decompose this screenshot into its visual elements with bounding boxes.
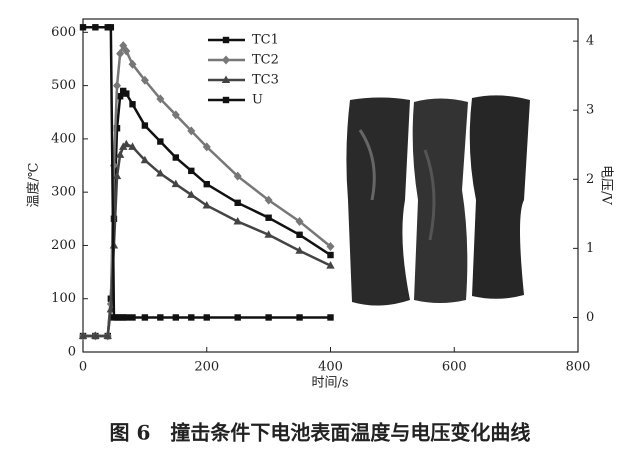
- data-point: [295, 216, 304, 226]
- y2-tick-label: 3: [586, 103, 594, 118]
- y-tick-label: 300: [51, 185, 76, 200]
- data-point: [107, 24, 115, 31]
- data-point: [187, 126, 196, 136]
- data-point: [172, 314, 180, 321]
- x-tick-label: 400: [318, 360, 343, 375]
- data-point: [327, 314, 334, 321]
- data-point: [326, 242, 335, 252]
- series-line: [83, 26, 331, 319]
- data-point: [202, 200, 211, 209]
- data-point: [265, 214, 272, 221]
- y-tick-label: 0: [68, 345, 76, 360]
- y-tick-label: 100: [51, 291, 76, 306]
- data-point: [157, 138, 164, 145]
- data-point: [327, 251, 334, 259]
- data-point: [122, 139, 131, 148]
- data-point: [128, 142, 137, 150]
- legend-label: U: [252, 93, 263, 108]
- data-point: [264, 230, 273, 238]
- data-point: [116, 93, 124, 100]
- data-point: [188, 167, 195, 175]
- y-tick-label: 200: [51, 238, 76, 253]
- data-point: [140, 75, 149, 85]
- data-point: [123, 314, 130, 321]
- data-point: [122, 46, 131, 56]
- legend-marker: [221, 75, 231, 83]
- data-point: [156, 169, 165, 177]
- data-point: [188, 314, 195, 321]
- data-point: [171, 179, 181, 188]
- data-point: [92, 24, 99, 31]
- legend-marker: [222, 55, 230, 65]
- data-point: [141, 314, 149, 321]
- data-point: [296, 314, 303, 321]
- legend-label: TC1: [252, 33, 279, 48]
- data-point: [78, 331, 88, 340]
- legend-marker: [222, 36, 230, 44]
- data-point: [113, 125, 121, 132]
- series-line: [83, 142, 332, 338]
- x-axis-title: 时间/s: [311, 376, 348, 391]
- caption: 图 6 撞击条件下电池表面温度与电压变化曲线: [110, 421, 531, 445]
- x-tick-label: 600: [442, 360, 467, 375]
- y-tick-label: 400: [51, 131, 76, 146]
- data-point: [140, 155, 150, 164]
- x-tick-label: 0: [79, 360, 87, 375]
- x-tick-label: 800: [566, 360, 591, 375]
- legend-marker: [222, 96, 230, 104]
- data-point: [264, 195, 273, 205]
- data-point: [295, 246, 304, 254]
- data-point: [233, 216, 242, 225]
- data-point: [296, 231, 303, 238]
- legend-label: TC3: [252, 73, 279, 88]
- y-tick-label: 500: [51, 78, 76, 93]
- legend-label: TC2: [252, 53, 279, 68]
- y2-tick-label: 0: [586, 310, 594, 325]
- data-point: [156, 94, 165, 104]
- data-point: [187, 190, 196, 198]
- data-point: [123, 90, 130, 97]
- data-point: [103, 331, 112, 340]
- data-point: [91, 331, 100, 340]
- data-point: [129, 314, 136, 321]
- data-point: [203, 314, 210, 321]
- y2-tick-label: 2: [586, 172, 594, 187]
- data-point: [203, 180, 210, 188]
- data-point: [115, 150, 125, 158]
- data-point: [128, 59, 137, 69]
- data-point: [234, 199, 241, 207]
- data-point: [265, 314, 272, 321]
- data-point: [157, 314, 164, 321]
- data-point: [113, 81, 122, 91]
- y2-axis-title: 电压/V: [599, 165, 614, 205]
- data-point: [171, 110, 180, 120]
- data-point: [233, 171, 242, 181]
- data-point: [172, 154, 180, 161]
- data-point: [234, 314, 241, 321]
- data-point: [129, 101, 136, 108]
- data-point: [79, 24, 87, 31]
- data-point: [112, 171, 122, 180]
- y2-tick-label: 4: [586, 34, 594, 49]
- battery-photo: [345, 95, 535, 310]
- y-axis-title: 温度/℃: [26, 163, 42, 208]
- x-tick-label: 200: [194, 360, 219, 375]
- data-point: [141, 122, 149, 129]
- data-point: [202, 142, 211, 152]
- data-point: [326, 261, 335, 269]
- data-point: [116, 49, 125, 59]
- y2-tick-label: 1: [586, 241, 594, 256]
- y-tick-label: 600: [51, 25, 76, 40]
